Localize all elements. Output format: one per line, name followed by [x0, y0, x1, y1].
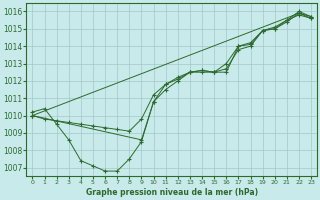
X-axis label: Graphe pression niveau de la mer (hPa): Graphe pression niveau de la mer (hPa) [86, 188, 258, 197]
